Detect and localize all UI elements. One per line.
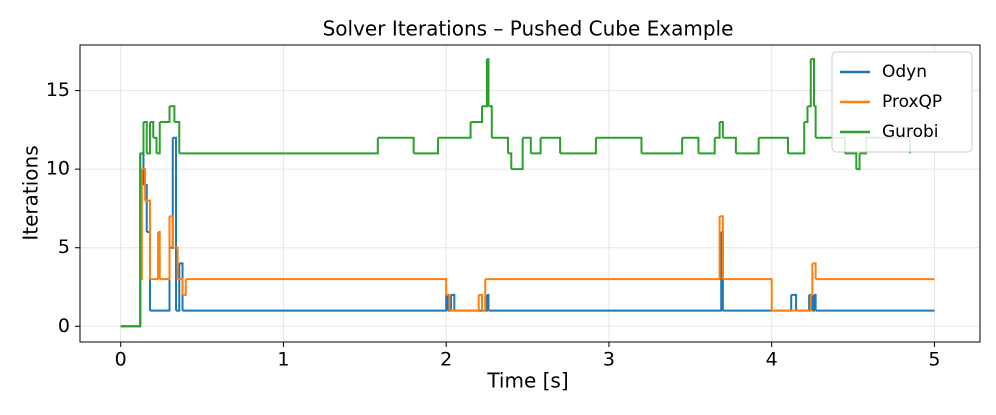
x-axis-label: Time [s]: [486, 369, 568, 393]
step-segment: [182, 279, 187, 296]
step-segment: [799, 294, 811, 312]
step-segment: [522, 136, 532, 154]
step-segment: [722, 136, 737, 154]
step-segment: [698, 137, 716, 155]
step-segment: [560, 137, 597, 155]
step-segment: [451, 293, 456, 311]
step-segment: [446, 293, 451, 311]
y-axis-label: Iterations: [19, 145, 43, 240]
step-segment: [813, 105, 817, 138]
legend-label: Gurobi: [882, 122, 938, 142]
step-segment: [486, 58, 490, 107]
legend-label: Odyn: [882, 62, 927, 82]
legend-label: ProxQP: [882, 92, 942, 112]
x-tick-label: 0: [115, 349, 127, 371]
step-segment: [771, 294, 812, 312]
step-segment: [438, 122, 472, 139]
step-segment: [491, 136, 510, 154]
legend-box: [831, 51, 973, 153]
step-segment: [722, 294, 793, 312]
step-segment: [149, 232, 160, 281]
step-segment: [481, 279, 487, 312]
step-segment: [719, 215, 724, 280]
plot-frame: [79, 44, 981, 343]
step-segment: [182, 294, 448, 312]
y-tick-label: 5: [58, 236, 70, 258]
step-segment: [159, 106, 171, 123]
step-segment: [172, 246, 179, 280]
step-segment: [804, 106, 809, 123]
step-segment: [810, 58, 815, 107]
step-segment: [179, 137, 379, 155]
step-segment: [530, 137, 542, 155]
step-segment: [485, 216, 721, 281]
chart-title: Solver Iterations – Pushed Cube Example: [323, 17, 734, 41]
step-segment: [508, 152, 513, 170]
step-segment: [682, 136, 700, 154]
step-segment: [813, 293, 817, 311]
step-segment: [758, 136, 789, 154]
x-tick-label: 1: [277, 349, 289, 371]
step-segment: [488, 232, 723, 312]
step-segment: [120, 153, 142, 328]
step-segment: [169, 105, 176, 122]
step-segment: [595, 136, 643, 154]
x-tick-label: 3: [603, 349, 615, 371]
step-segment: [156, 122, 161, 155]
step-segment: [722, 278, 773, 311]
y-tick-label: 10: [46, 158, 70, 180]
step-segment: [143, 121, 148, 154]
step-segment: [812, 262, 817, 280]
step-segment: [413, 137, 440, 155]
step-segment: [153, 136, 158, 154]
step-segment: [812, 294, 815, 312]
step-segment: [120, 279, 142, 328]
step-segment: [377, 136, 415, 154]
step-segment: [185, 278, 448, 295]
step-segment: [146, 122, 151, 155]
step-segment: [787, 122, 806, 155]
step-segment: [141, 168, 147, 201]
step-segment: [791, 293, 798, 311]
y-tick-label: 15: [46, 79, 70, 101]
step-segment: [158, 231, 161, 280]
step-segment: [844, 152, 858, 170]
step-segment: [807, 59, 812, 108]
step-segment: [641, 137, 684, 155]
x-tick-label: 4: [766, 349, 778, 371]
step-segment: [511, 137, 524, 171]
x-tick-label: 5: [928, 349, 940, 371]
step-segment: [159, 216, 171, 281]
step-segment: [810, 263, 814, 296]
step-segment: [149, 121, 155, 138]
step-segment: [177, 278, 184, 295]
step-segment: [856, 153, 861, 171]
step-segment: [449, 294, 480, 312]
step-segment: [174, 121, 181, 154]
step-segment: [714, 122, 721, 139]
step-segment: [478, 293, 483, 311]
x-tick-label: 2: [440, 349, 452, 371]
step-segment: [481, 59, 488, 108]
step-segment: [120, 153, 142, 328]
step-segment: [735, 137, 760, 155]
step-segment: [486, 293, 490, 311]
step-segment: [488, 105, 493, 138]
step-segment: [719, 121, 724, 138]
step-segment: [169, 215, 174, 248]
y-tick-label: 0: [58, 315, 70, 337]
step-segment: [145, 199, 151, 280]
step-segment: [172, 136, 178, 311]
step-segment: [540, 136, 562, 154]
step-segment: [470, 106, 483, 123]
step-segment: [140, 122, 145, 155]
